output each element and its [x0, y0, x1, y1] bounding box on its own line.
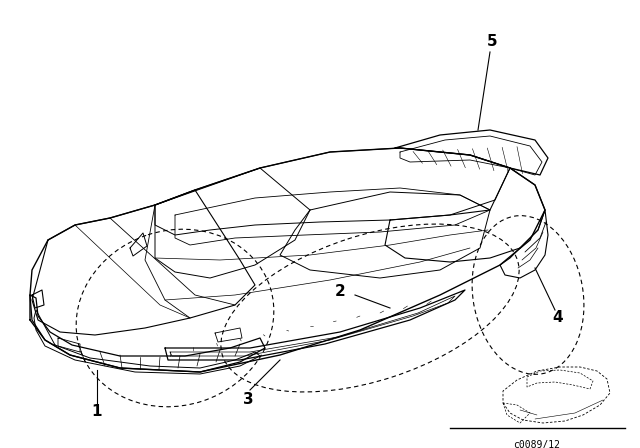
- Text: c0089/12: c0089/12: [513, 440, 561, 448]
- Text: 2: 2: [335, 284, 346, 300]
- Text: 4: 4: [553, 310, 563, 326]
- Text: 5: 5: [486, 34, 497, 49]
- Text: 1: 1: [92, 405, 102, 419]
- Text: 3: 3: [243, 392, 253, 408]
